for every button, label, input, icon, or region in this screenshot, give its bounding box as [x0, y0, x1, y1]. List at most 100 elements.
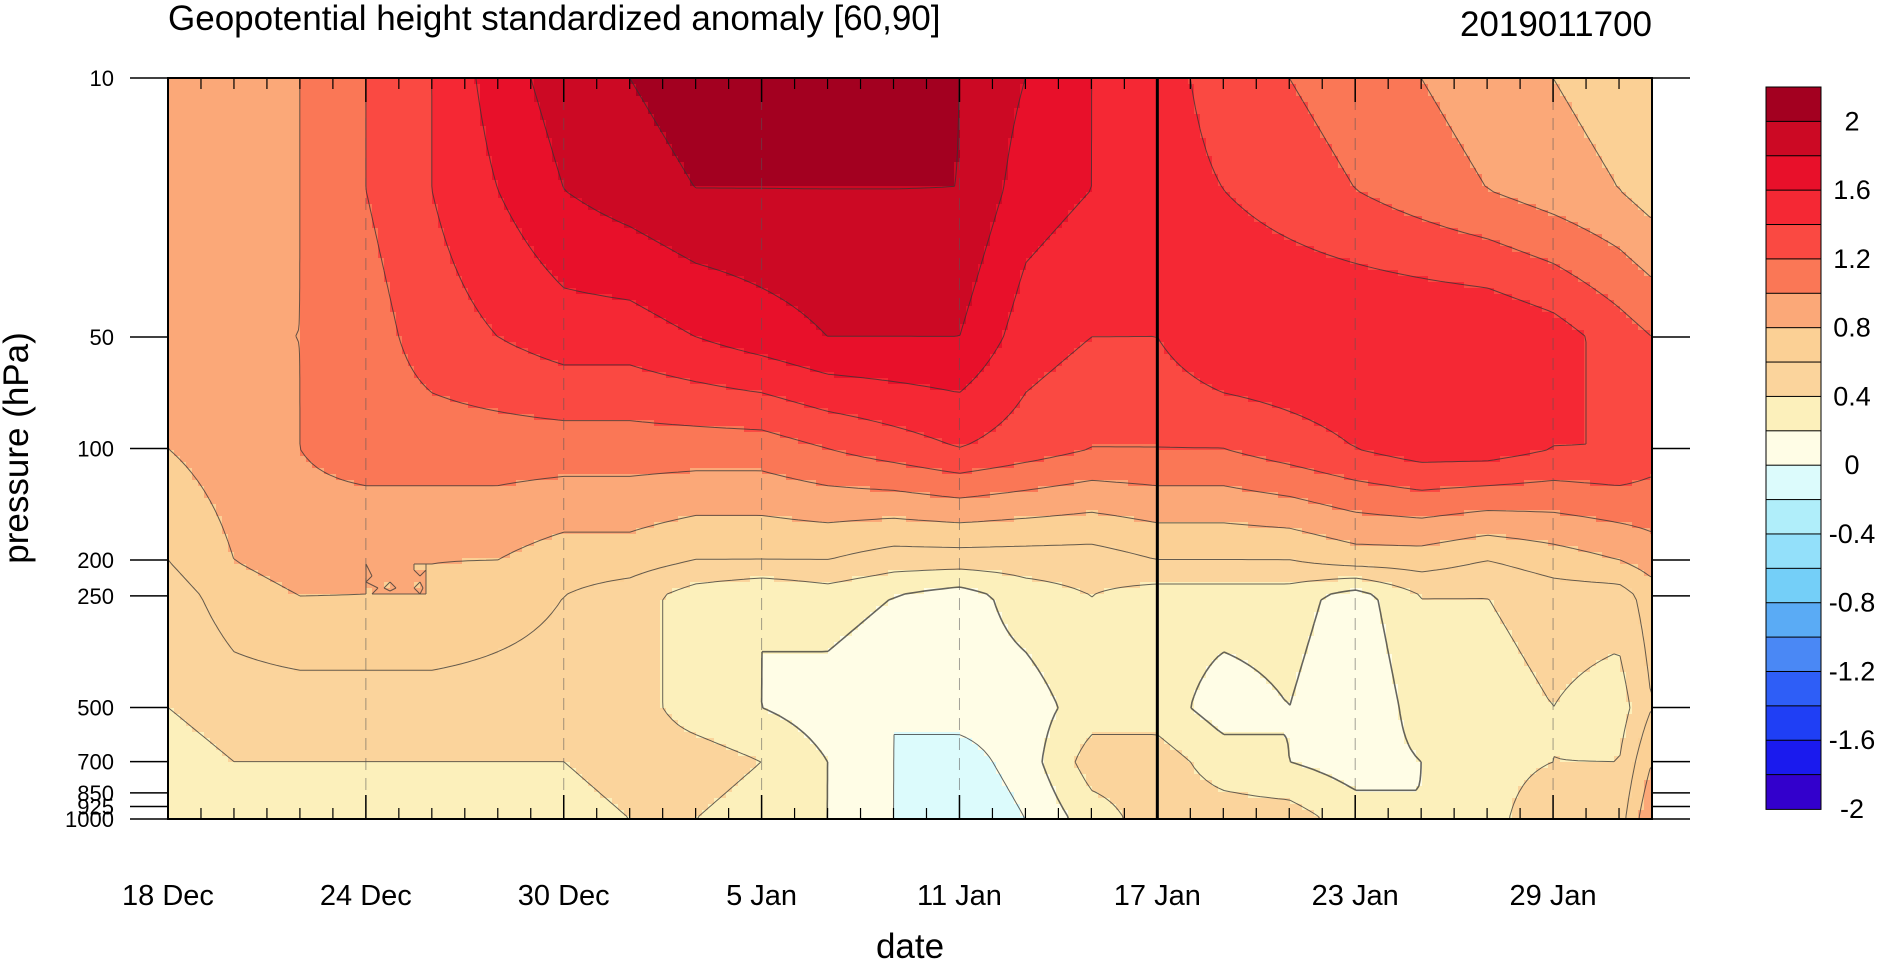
- contour-band: [678, 156, 961, 163]
- contour-band: [786, 300, 973, 307]
- contour-band: [660, 636, 841, 643]
- contour-band: [438, 204, 505, 211]
- contour-band: [990, 360, 1063, 367]
- contour-band: [1446, 114, 1579, 121]
- contour-band: [1464, 144, 1597, 151]
- contour-band: [486, 132, 547, 139]
- contour-band: [1332, 150, 1465, 157]
- contour-band: [168, 342, 301, 349]
- contour-band: [1644, 630, 1652, 637]
- contour-band: [654, 420, 883, 427]
- contour-band: [210, 738, 715, 745]
- contour-band: [1092, 102, 1195, 109]
- contour-band: [300, 444, 823, 451]
- contour-band: [168, 534, 229, 541]
- contour-band: [588, 780, 739, 787]
- contour-band: [1326, 534, 1477, 541]
- contour-band: [1092, 138, 1207, 145]
- contour-band: [1638, 816, 1652, 819]
- contour-band: [522, 636, 661, 643]
- contour-band: [594, 786, 733, 793]
- contour-band: [990, 234, 1051, 241]
- contour-band: [1566, 216, 1652, 223]
- contour-band: [1560, 756, 1615, 763]
- contour-band: [1392, 666, 1531, 673]
- contour-band: [1050, 774, 1087, 781]
- contour-band: [894, 792, 1015, 799]
- contour-band: [660, 612, 871, 619]
- contour-band: [1020, 642, 1309, 649]
- colorbar-box: [1765, 705, 1822, 742]
- contour-line: [893, 734, 1025, 819]
- contour-band: [1344, 438, 1585, 445]
- contour-band: [1356, 186, 1489, 193]
- contour-band: [894, 738, 973, 745]
- contour-band: [1092, 126, 1201, 133]
- contour-band: [432, 90, 481, 97]
- contour-band: [762, 690, 1051, 697]
- contour-band: [1578, 114, 1652, 121]
- contour-band: [1254, 666, 1303, 673]
- contour-band: [894, 762, 997, 769]
- contour-band: [480, 312, 655, 319]
- contour-band: [168, 564, 175, 571]
- contour-band: [1644, 648, 1652, 655]
- contour-band: [1476, 534, 1507, 541]
- contour-band: [450, 246, 535, 253]
- contour-band: [168, 156, 301, 163]
- contour-band: [726, 792, 829, 799]
- contour-band: [1500, 618, 1639, 625]
- contour-band: [300, 216, 373, 223]
- contour-band: [576, 288, 769, 295]
- contour-band: [1056, 696, 1195, 703]
- contour-band: [966, 306, 1015, 313]
- contour-band: [1206, 150, 1333, 157]
- contour-band: [1644, 798, 1652, 805]
- contour-band: [804, 402, 1021, 409]
- contour-band: [654, 120, 961, 127]
- contour-band: [1302, 96, 1435, 103]
- contour-band: [372, 210, 439, 217]
- contour-band: [474, 300, 637, 307]
- contour-band: [450, 258, 541, 265]
- contour-band: [378, 246, 451, 253]
- contour-band: [576, 768, 751, 775]
- contour-band: [300, 396, 451, 403]
- contour-band: [558, 168, 685, 175]
- contour-band: [1614, 180, 1652, 187]
- contour-band: [498, 186, 565, 193]
- contour-band: [438, 222, 517, 229]
- y-tick-label: 925: [77, 794, 114, 819]
- contour-band: [822, 444, 1093, 451]
- contour-band: [168, 552, 235, 559]
- contour-band: [1632, 318, 1652, 325]
- contour-band: [762, 702, 1057, 709]
- contour-band: [462, 282, 565, 289]
- contour-band: [858, 624, 1009, 631]
- contour-band: [414, 564, 667, 571]
- contour-band: [990, 222, 1063, 229]
- contour-band: [1140, 582, 1393, 589]
- contour-band: [168, 594, 199, 601]
- contour-band: [366, 138, 433, 145]
- contour-band: [1116, 804, 1303, 811]
- contour-band: [1512, 804, 1627, 811]
- contour-band: [1542, 684, 1567, 691]
- contour-band: [756, 282, 973, 289]
- contour-band: [300, 426, 745, 433]
- contour-band: [1038, 486, 1243, 493]
- contour-band: [1002, 570, 1537, 577]
- contour-band: [432, 96, 481, 103]
- contour-band: [1536, 678, 1573, 685]
- x-tick-label: 17 Jan: [1114, 880, 1201, 912]
- contour-band: [378, 240, 445, 247]
- contour-band: [1248, 396, 1585, 403]
- contour-band: [1092, 150, 1207, 157]
- contour-band: [672, 246, 985, 253]
- contour-band: [660, 600, 889, 607]
- contour-band: [1314, 420, 1585, 427]
- contour-band: [228, 546, 523, 553]
- contour-band: [1638, 204, 1652, 211]
- contour-band: [1014, 792, 1057, 799]
